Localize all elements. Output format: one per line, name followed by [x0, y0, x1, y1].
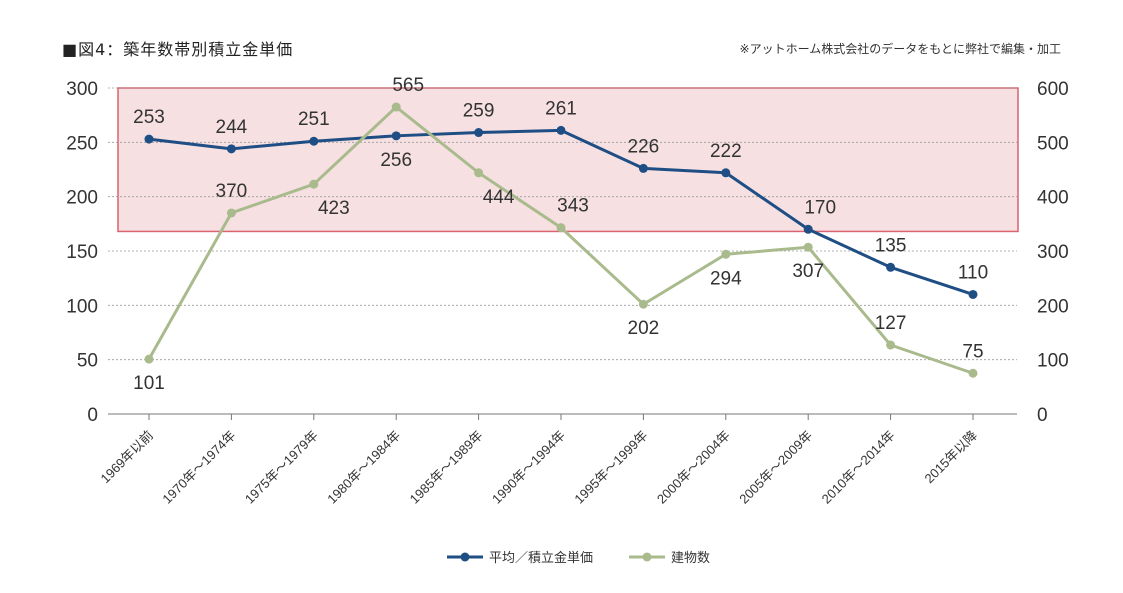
legend-marker — [460, 552, 470, 562]
data-point — [309, 136, 319, 146]
data-label: 444 — [483, 187, 515, 208]
data-label: 370 — [216, 181, 248, 202]
data-point — [886, 340, 896, 350]
data-label: 256 — [380, 150, 412, 171]
right-tick-label: 300 — [1037, 242, 1069, 263]
data-point — [556, 125, 566, 135]
data-label: 127 — [875, 313, 907, 334]
data-label: 101 — [133, 373, 165, 394]
data-label: 170 — [804, 197, 836, 218]
right-tick-label: 0 — [1037, 405, 1048, 426]
category-label: 2010年〜2014年 — [819, 428, 898, 507]
data-label: 259 — [463, 101, 495, 122]
data-label: 222 — [710, 141, 742, 162]
category-label: 1969年以前 — [97, 428, 156, 487]
data-point — [474, 128, 484, 138]
data-point — [391, 131, 401, 141]
left-tick-label: 300 — [66, 79, 98, 100]
right-tick-label: 500 — [1037, 133, 1069, 154]
legend-marker — [642, 552, 652, 562]
category-label: 1980年〜1984年 — [324, 428, 403, 507]
left-tick-label: 100 — [66, 296, 98, 317]
right-tick-label: 200 — [1037, 296, 1069, 317]
data-label: 253 — [133, 107, 165, 128]
data-label: 294 — [710, 268, 742, 289]
category-label: 1985年〜1989年 — [407, 428, 486, 507]
data-label: 565 — [392, 75, 424, 96]
data-point — [144, 134, 154, 144]
left-tick-label: 200 — [66, 188, 98, 209]
data-point — [803, 242, 813, 252]
data-point — [309, 179, 319, 189]
data-point — [391, 102, 401, 112]
data-point — [721, 249, 731, 259]
category-label: 2000年〜2004年 — [654, 428, 733, 507]
data-point — [803, 224, 813, 234]
data-label: 75 — [962, 341, 983, 362]
category-label: 1970年〜1974年 — [159, 428, 238, 507]
data-label: 251 — [298, 109, 330, 130]
data-point — [968, 368, 978, 378]
data-label: 244 — [216, 117, 248, 138]
data-label: 110 — [958, 262, 988, 283]
right-tick-label: 600 — [1037, 79, 1069, 100]
data-label: 307 — [792, 261, 824, 282]
highlight-band — [117, 87, 1019, 233]
data-point — [556, 223, 566, 233]
data-point — [144, 354, 154, 364]
chart-title: ■図4：築年数帯別積立金単価 — [62, 40, 294, 59]
data-point — [226, 144, 236, 154]
data-point — [226, 208, 236, 218]
left-tick-label: 150 — [66, 242, 98, 263]
category-label: 1990年〜1994年 — [489, 428, 568, 507]
left-tick-label: 250 — [66, 133, 98, 154]
data-label: 135 — [875, 235, 907, 256]
data-label: 423 — [318, 198, 350, 219]
data-label: 202 — [628, 318, 660, 339]
category-label: 2005年〜2009年 — [736, 428, 815, 507]
data-point — [474, 168, 484, 178]
legend-label: 平均／積立金単価 — [489, 550, 593, 565]
right-tick-label: 100 — [1037, 351, 1069, 372]
data-point — [638, 299, 648, 309]
data-point — [721, 168, 731, 178]
data-label: 343 — [557, 196, 589, 217]
data-label: 226 — [628, 136, 660, 157]
left-tick-label: 0 — [87, 405, 98, 426]
data-point — [886, 262, 896, 272]
data-label: 261 — [545, 98, 577, 119]
legend-label: 建物数 — [671, 550, 710, 565]
data-point — [638, 163, 648, 173]
category-label: 1995年〜1999年 — [571, 428, 650, 507]
category-label: 2015年以降 — [921, 428, 980, 487]
category-label: 1975年〜1979年 — [242, 428, 321, 507]
data-point — [968, 289, 978, 299]
right-tick-label: 400 — [1037, 188, 1069, 209]
left-tick-label: 50 — [77, 351, 98, 372]
source-note: ※アットホーム株式会社のデータをもとに弊社で編集・加工 — [739, 42, 1061, 56]
